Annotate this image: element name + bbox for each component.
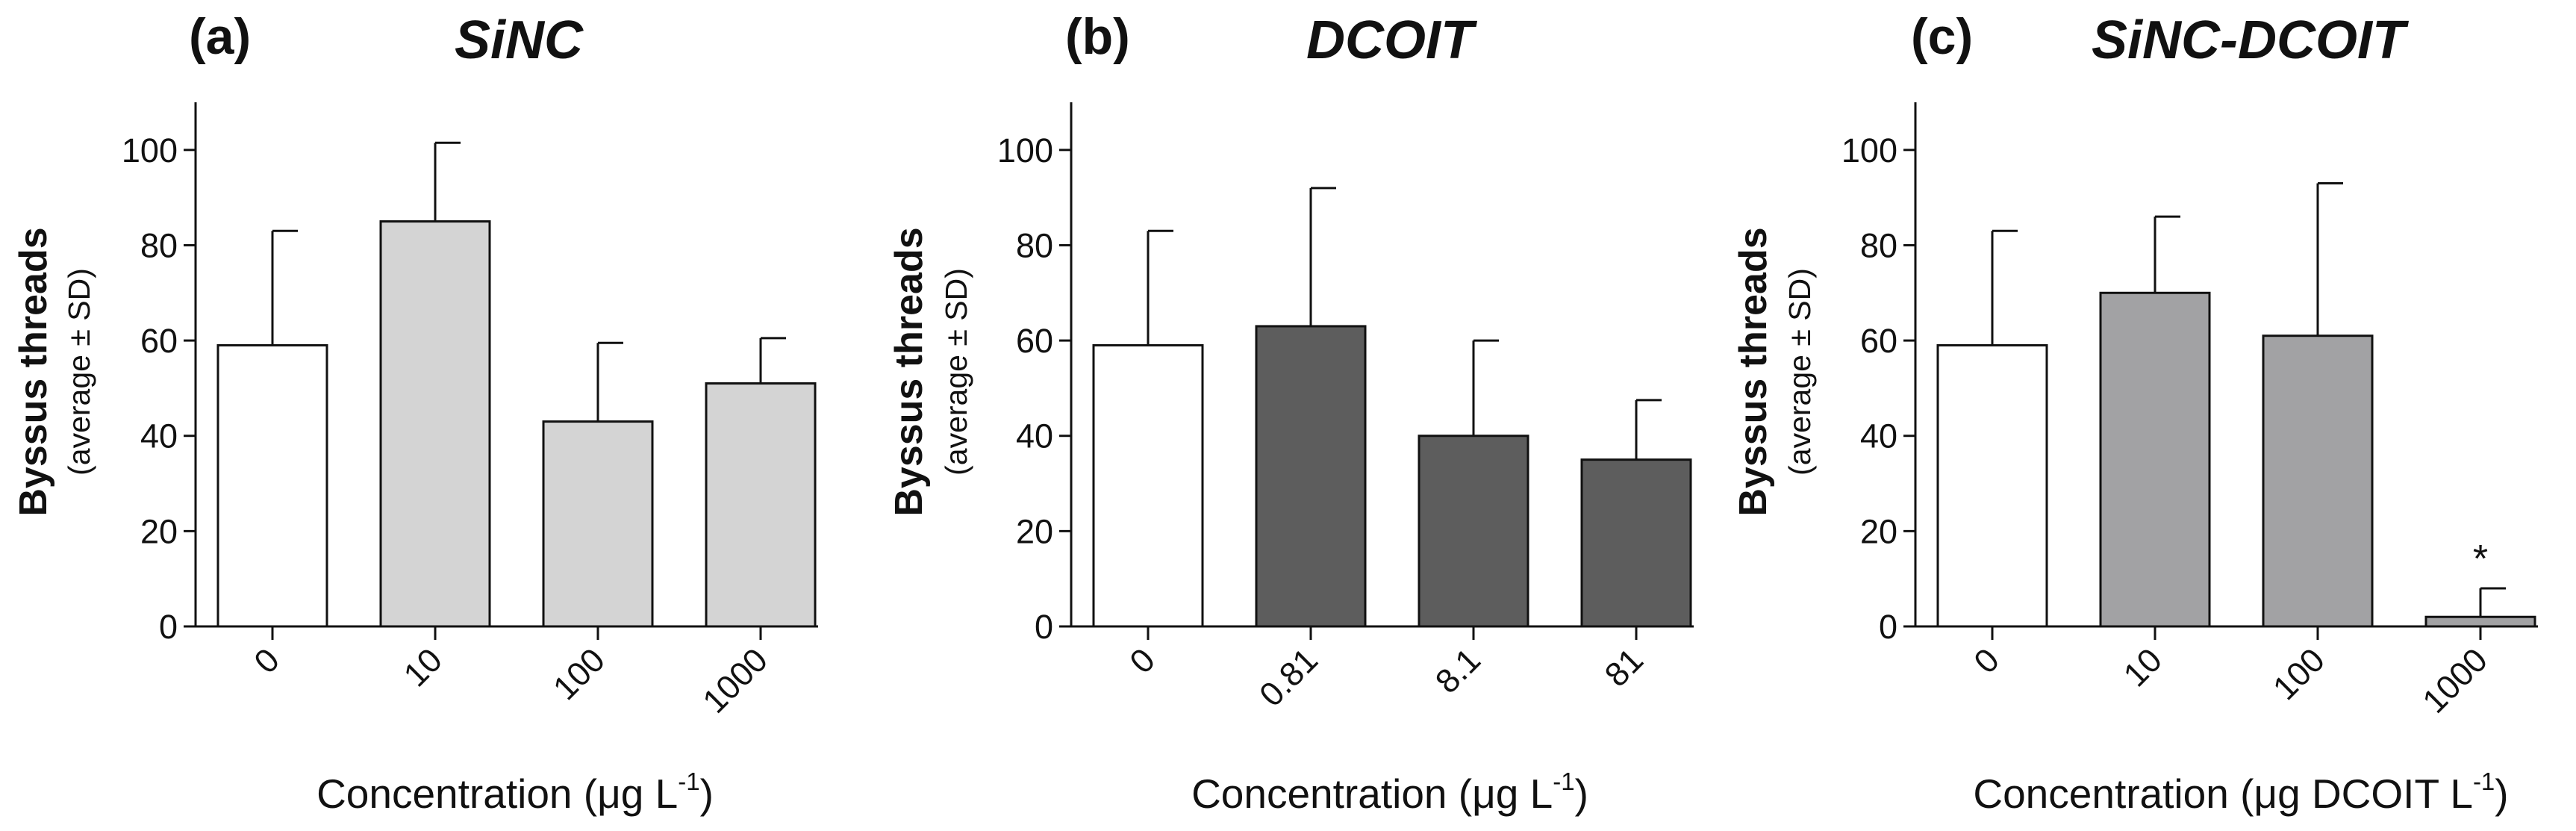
x-tick-label: 0 — [1122, 641, 1162, 681]
x-tick-label: 81 — [1597, 641, 1650, 694]
x-axis-title-main: Concentration (μg L — [316, 771, 678, 817]
x-axis-title-close: ) — [1575, 771, 1588, 817]
y-tick-label: 40 — [1860, 417, 1897, 455]
bar — [379, 220, 491, 628]
bar — [1936, 343, 2048, 628]
y-axis-title: Byssus threads — [1732, 227, 1775, 516]
bar — [1418, 435, 1529, 628]
x-tick-label: 10 — [396, 641, 449, 694]
x-axis-title-close: ) — [700, 771, 714, 817]
y-tick-label: 20 — [1860, 512, 1897, 550]
y-tick-label: 100 — [1841, 131, 1897, 169]
x-axis-title-main: Concentration (μg DCOIT L — [1973, 771, 2473, 817]
x-tick-label: 0 — [1966, 641, 2006, 681]
x-tick-label: 0 — [246, 641, 287, 681]
x-axis-title-superscript: -1 — [1553, 768, 1574, 795]
y-tick-label: 100 — [997, 131, 1053, 169]
chart-title: SiNC — [455, 10, 584, 70]
significance-marker: * — [2473, 538, 2488, 581]
x-tick-label: 100 — [2265, 641, 2332, 707]
bar — [542, 420, 654, 628]
x-tick-label: 0.81 — [1252, 641, 1325, 714]
bar — [1255, 325, 1367, 628]
x-axis-title-superscript: -1 — [2473, 768, 2495, 795]
panel-label: (b) — [1065, 8, 1130, 65]
bar — [2262, 334, 2374, 628]
bar — [1580, 458, 1692, 628]
x-axis-title-superscript: -1 — [678, 768, 699, 795]
bar — [2424, 615, 2536, 628]
chart-panel-b: (b) DCOIT 0 20 40 60 80 100 Byssus threads (avera… — [888, 8, 1694, 817]
x-tick-label: 1000 — [695, 641, 775, 720]
y-tick-label: 100 — [122, 131, 178, 169]
y-axis-subtitle: (average ± SD) — [1783, 268, 1817, 476]
y-axis-subtitle: (average ± SD) — [939, 268, 973, 476]
bar — [1092, 343, 1204, 628]
y-tick-label: 0 — [159, 608, 178, 646]
x-tick-label: 10 — [2116, 641, 2169, 694]
y-tick-label: 80 — [1016, 226, 1053, 264]
y-tick-label: 80 — [1860, 226, 1897, 264]
panel-label: (a) — [189, 8, 251, 65]
y-axis-title: Byssus threads — [888, 227, 931, 516]
bar — [216, 343, 328, 628]
y-tick-label: 20 — [1016, 512, 1053, 550]
x-tick-label: 8.1 — [1428, 641, 1488, 700]
y-tick-label: 80 — [140, 226, 178, 264]
bar — [2099, 291, 2211, 628]
y-axis-subtitle: (average ± SD) — [62, 268, 96, 476]
x-axis-title: Concentration (μg DCOIT L-1) — [1973, 768, 2508, 817]
y-tick-label: 20 — [140, 512, 178, 550]
y-tick-label: 60 — [1016, 322, 1053, 360]
chart-title: DCOIT — [1306, 10, 1478, 70]
x-axis-title: Concentration (μg L-1) — [316, 768, 714, 817]
x-axis-title-close: ) — [2495, 771, 2508, 817]
y-tick-label: 40 — [1016, 417, 1053, 455]
x-tick-label: 1000 — [2415, 641, 2495, 720]
panel-label: (c) — [1911, 8, 1973, 65]
x-axis-title: Concentration (μg L-1) — [1191, 768, 1588, 817]
chart-title: SiNC-DCOIT — [2092, 10, 2410, 70]
y-tick-label: 40 — [140, 417, 178, 455]
x-tick-label: 100 — [546, 641, 612, 707]
y-tick-label: 0 — [1879, 608, 1897, 646]
y-tick-label: 60 — [1860, 322, 1897, 360]
y-axis-title: Byssus threads — [12, 227, 55, 516]
bar — [705, 382, 817, 628]
y-tick-label: 60 — [140, 322, 178, 360]
y-tick-label: 0 — [1035, 608, 1053, 646]
x-axis-title-main: Concentration (μg L — [1191, 771, 1553, 817]
